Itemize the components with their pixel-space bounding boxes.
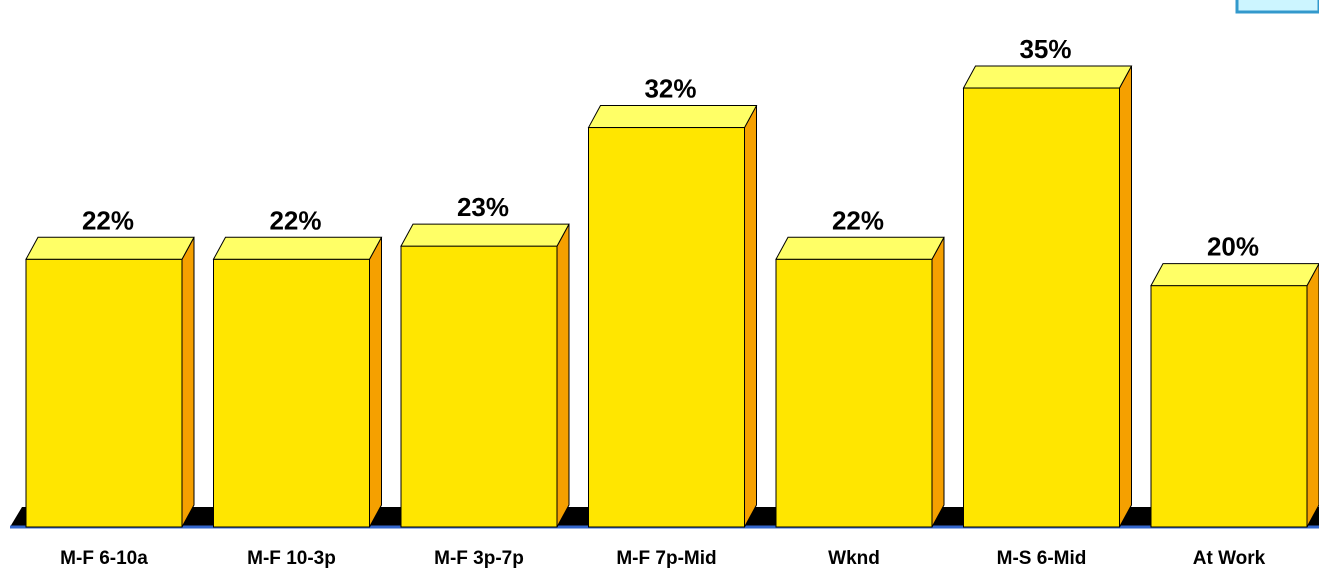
bar-top: [1150, 263, 1319, 287]
value-labels-group: 22% 22% 23% 32% 22% 35% 20%: [82, 34, 1259, 262]
bar: [1150, 263, 1319, 528]
category-label: M-F 3p-7p: [434, 548, 524, 569]
value-label: 32%: [644, 74, 696, 104]
value-label: 20%: [1207, 232, 1259, 262]
bars-group: [25, 65, 1319, 528]
bar-front: [25, 258, 183, 528]
value-label: 22%: [269, 205, 321, 235]
bar-side: [931, 237, 945, 528]
category-label: M-F 6-10a: [60, 548, 148, 569]
bar-side: [744, 105, 757, 528]
category-labels-group: M-F 6-10a M-F 10-3p M-F 3p-7p M-F 7p-Mid Wkn…: [60, 548, 1265, 569]
bar: [25, 236, 195, 528]
corner-box: [1235, 0, 1319, 14]
bar-top: [400, 223, 570, 247]
bar-front: [588, 127, 745, 528]
bar-side: [369, 237, 382, 528]
bar: [400, 223, 570, 528]
bar-top: [25, 236, 195, 260]
bar-top: [212, 236, 383, 260]
bar: [587, 105, 758, 528]
category-label: At Work: [1193, 548, 1266, 569]
bar-front: [963, 87, 1120, 528]
bar-top: [587, 105, 758, 129]
bar-top: [962, 65, 1133, 89]
bar: [775, 236, 945, 528]
bar-front: [400, 245, 558, 528]
value-label: 22%: [82, 205, 134, 235]
bar-front: [1150, 285, 1308, 528]
bar: [962, 65, 1133, 528]
bar-top: [775, 236, 945, 260]
bar: [212, 236, 383, 528]
category-label: M-F 7p-Mid: [616, 548, 716, 569]
value-label: 22%: [832, 205, 884, 235]
bar-side: [1306, 263, 1319, 528]
bar-side: [556, 223, 570, 528]
category-label: M-S 6-Mid: [997, 548, 1087, 569]
category-label: Wknd: [828, 548, 880, 569]
bar-side: [1119, 65, 1132, 528]
category-label: M-F 10-3p: [247, 548, 336, 569]
value-label: 35%: [1019, 34, 1071, 64]
bar-side: [181, 237, 195, 528]
bar-front: [775, 258, 933, 528]
value-label: 23%: [457, 192, 509, 222]
bar-front: [213, 258, 370, 528]
